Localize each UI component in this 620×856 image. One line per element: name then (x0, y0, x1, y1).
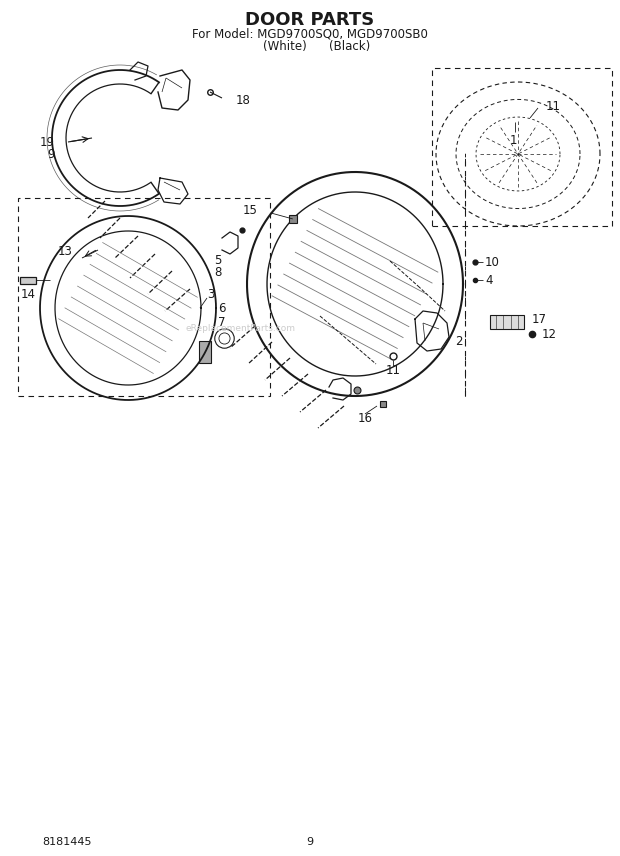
Text: 7: 7 (218, 316, 226, 329)
Text: 15: 15 (243, 205, 258, 217)
Bar (490, 315, 524, 329)
Bar (432, 68, 612, 226)
Text: 8181445: 8181445 (42, 837, 92, 847)
Text: 10: 10 (485, 255, 500, 269)
Bar (18, 198, 270, 396)
Text: 11: 11 (546, 99, 561, 112)
Text: 1: 1 (509, 134, 516, 146)
Text: 2: 2 (455, 335, 463, 348)
Text: 8: 8 (215, 265, 222, 278)
Text: 6: 6 (218, 301, 226, 314)
Text: (Black): (Black) (329, 39, 371, 52)
Text: 5: 5 (215, 253, 222, 266)
Text: 17: 17 (532, 312, 547, 325)
Text: 9: 9 (306, 837, 314, 847)
Text: 4: 4 (485, 274, 492, 287)
Text: 3: 3 (207, 288, 215, 300)
Text: 9: 9 (48, 147, 55, 161)
Text: 13: 13 (58, 245, 73, 258)
Text: (White): (White) (263, 39, 307, 52)
Text: eReplacementParts.com: eReplacementParts.com (185, 324, 295, 332)
Text: 19: 19 (40, 135, 55, 148)
Text: For Model: MGD9700SQ0, MGD9700SB0: For Model: MGD9700SQ0, MGD9700SB0 (192, 27, 428, 40)
Text: 16: 16 (358, 412, 373, 425)
Text: 12: 12 (542, 328, 557, 341)
Bar (199, 341, 211, 363)
Text: 18: 18 (236, 93, 251, 106)
Text: 11: 11 (386, 364, 401, 377)
Bar (20, 277, 36, 284)
Text: 14: 14 (20, 288, 35, 300)
Text: DOOR PARTS: DOOR PARTS (246, 11, 374, 29)
